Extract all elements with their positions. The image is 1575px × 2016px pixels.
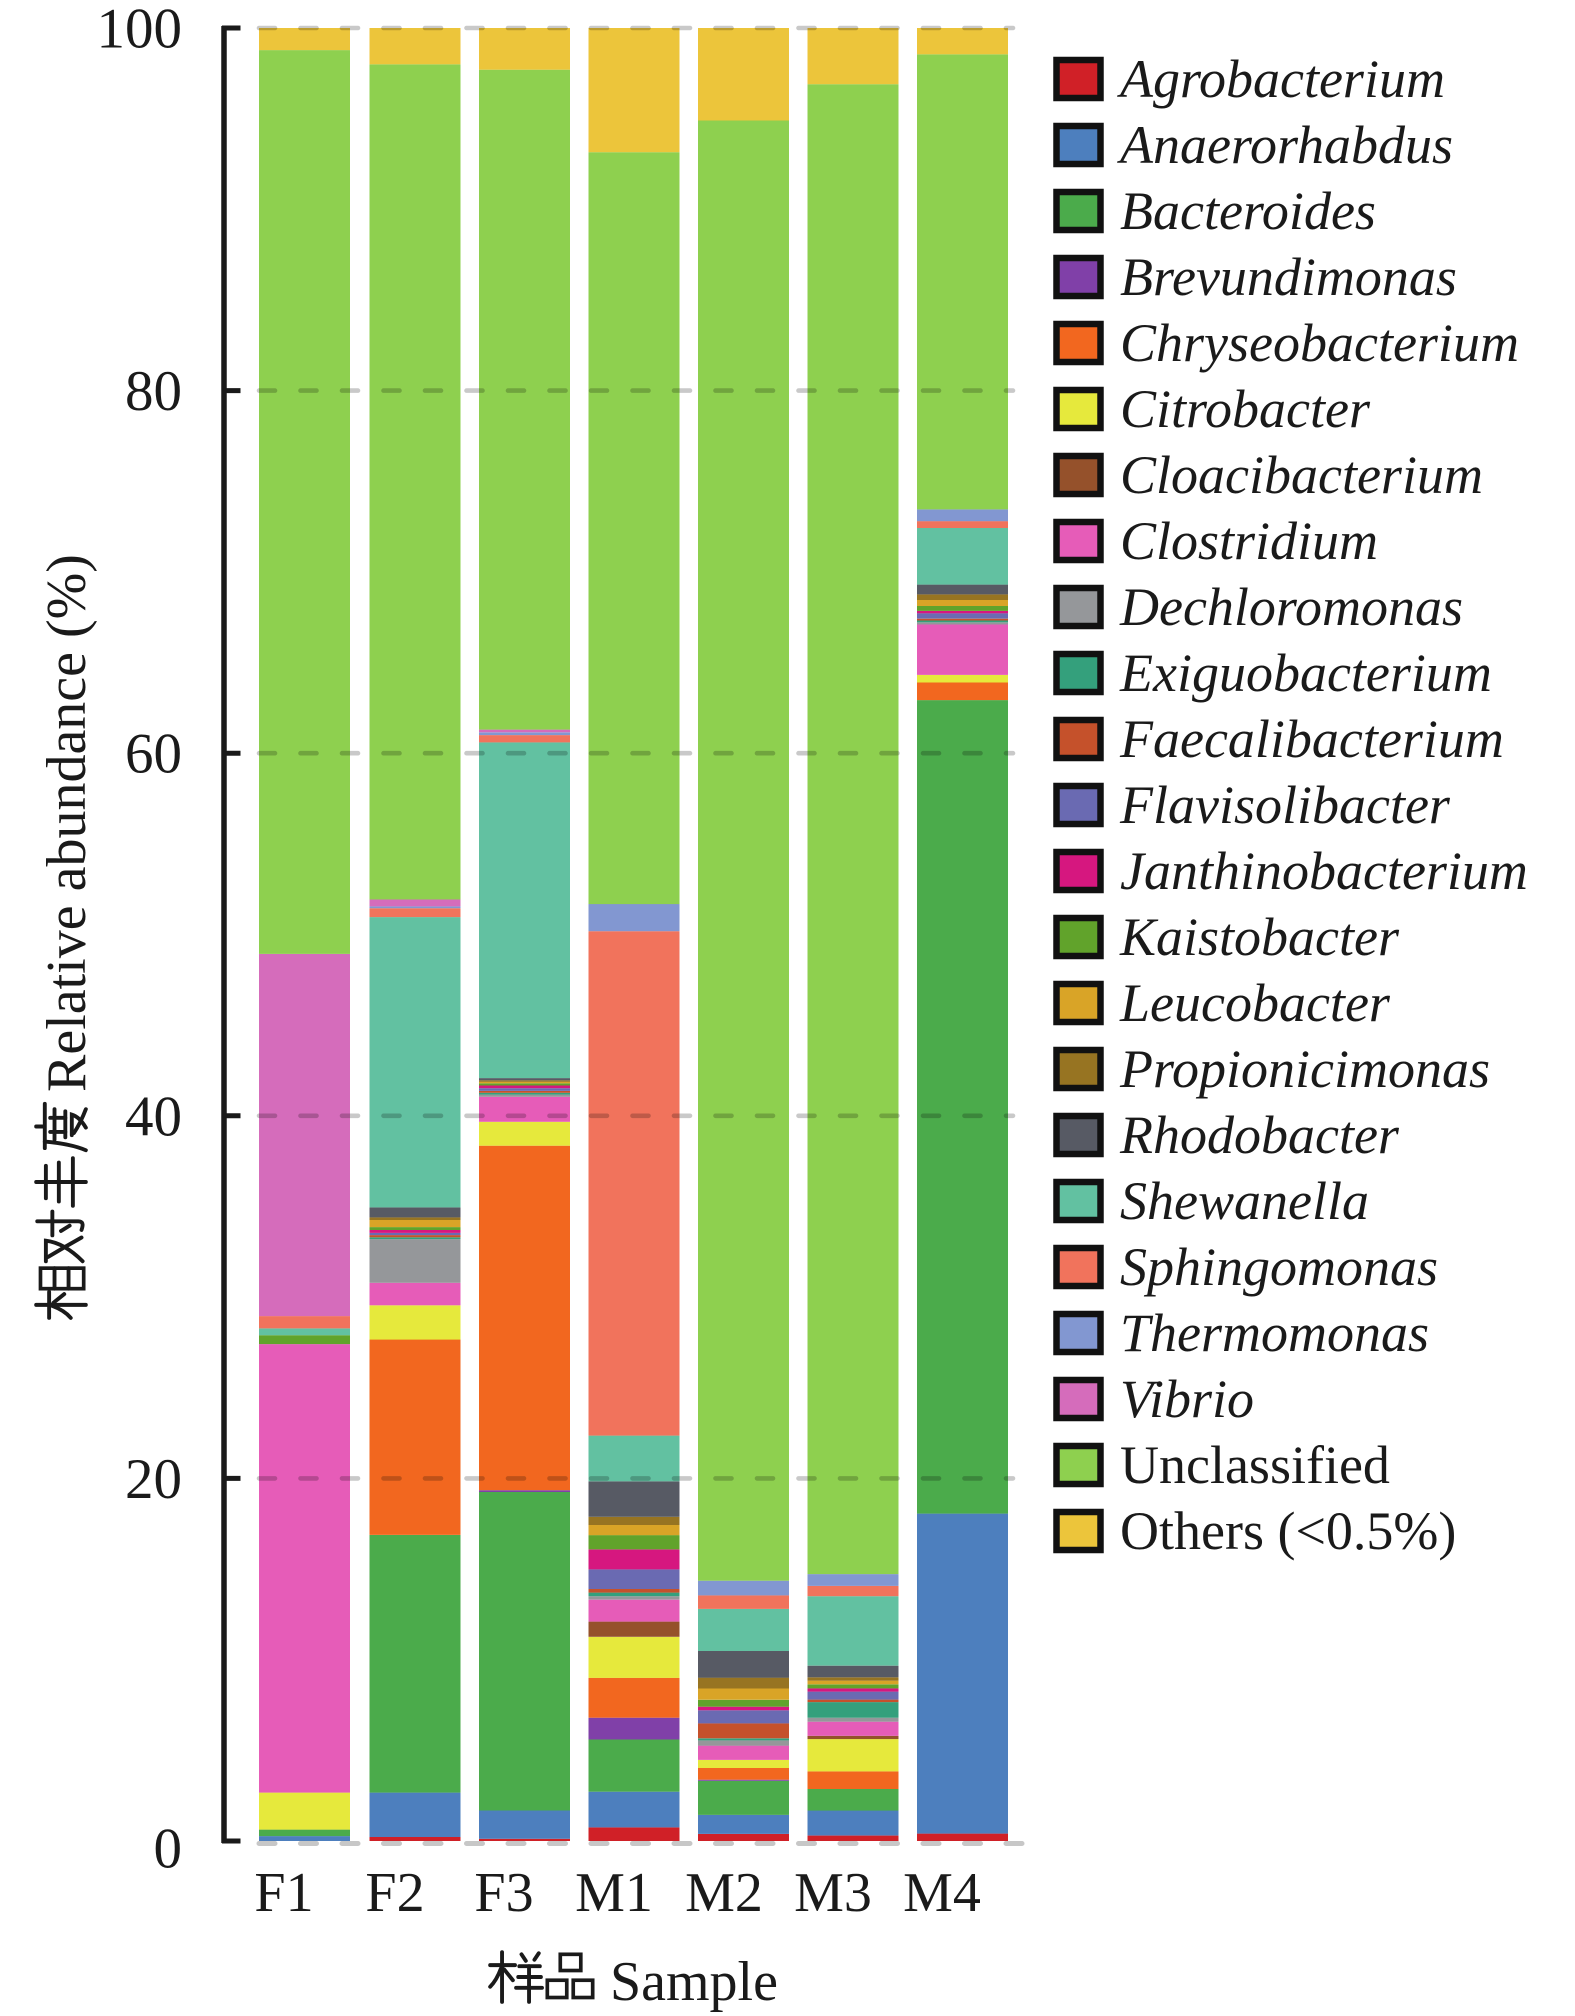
svg-text:Kaistobacter: Kaistobacter (1119, 907, 1400, 967)
svg-text:20: 20 (125, 1448, 182, 1511)
svg-text:Thermomonas: Thermomonas (1120, 1303, 1429, 1363)
svg-text:Clostridium: Clostridium (1120, 511, 1378, 571)
svg-text:F3: F3 (474, 1862, 533, 1924)
svg-text:40: 40 (125, 1085, 182, 1148)
svg-text:80: 80 (125, 360, 182, 423)
svg-text:Rhodobacter: Rhodobacter (1119, 1105, 1400, 1165)
svg-text:60: 60 (125, 723, 182, 786)
svg-text:Exiguobacterium: Exiguobacterium (1119, 643, 1492, 703)
svg-text:Faecalibacterium: Faecalibacterium (1119, 709, 1504, 769)
svg-text:F1: F1 (254, 1862, 313, 1924)
svg-text:Dechloromonas: Dechloromonas (1119, 577, 1463, 637)
svg-text:Citrobacter: Citrobacter (1120, 379, 1371, 439)
svg-text:Vibrio: Vibrio (1120, 1369, 1254, 1429)
svg-text:Chryseobacterium: Chryseobacterium (1120, 313, 1519, 373)
svg-text:Leucobacter: Leucobacter (1119, 973, 1391, 1033)
svg-text:Sample: Sample (610, 1951, 778, 2013)
svg-text:F2: F2 (365, 1862, 424, 1924)
svg-text:Others (<0.5%): Others (<0.5%) (1120, 1501, 1456, 1561)
svg-text:Anaerorhabdus: Anaerorhabdus (1117, 115, 1453, 175)
svg-text:Agrobacterium: Agrobacterium (1117, 49, 1445, 109)
svg-text:M3: M3 (794, 1862, 872, 1924)
svg-text:M1: M1 (575, 1862, 653, 1924)
svg-text:Sphingomonas: Sphingomonas (1120, 1237, 1438, 1297)
svg-text:M4: M4 (903, 1862, 981, 1924)
svg-text:Cloacibacterium: Cloacibacterium (1120, 445, 1483, 505)
svg-text:Flavisolibacter: Flavisolibacter (1119, 775, 1451, 835)
svg-text:Propionicimonas: Propionicimonas (1119, 1039, 1490, 1099)
svg-text:Brevundimonas: Brevundimonas (1120, 247, 1457, 307)
svg-text:Bacteroides: Bacteroides (1120, 181, 1376, 241)
svg-text:100: 100 (97, 0, 183, 61)
svg-text:M2: M2 (685, 1862, 763, 1924)
svg-text:Unclassified: Unclassified (1120, 1435, 1390, 1495)
svg-text:Janthinobacterium: Janthinobacterium (1120, 841, 1528, 901)
svg-text:Shewanella: Shewanella (1120, 1171, 1369, 1231)
svg-text:0: 0 (154, 1818, 183, 1881)
svg-text:Relative abundance (%): Relative abundance (%) (36, 554, 98, 1092)
